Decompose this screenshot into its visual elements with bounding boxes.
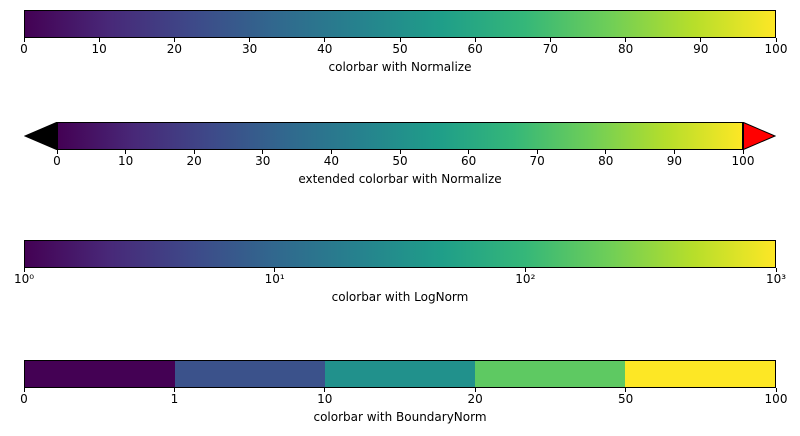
colorbar-boundarynorm-bar-row [24, 360, 776, 388]
tick-mark [468, 150, 470, 154]
tick-label: 10³ [765, 272, 787, 286]
tick-mark [23, 268, 25, 272]
tick-mark [193, 150, 195, 154]
tick-label: 10⁰ [13, 272, 35, 286]
tick-label: 60 [460, 154, 477, 168]
colorbar-normalize-title: colorbar with Normalize [328, 60, 472, 74]
tick-mark [330, 150, 332, 154]
colorbar-lognorm-axis: 10⁰ 10¹ 10² 10³ [14, 268, 786, 290]
tick-label: 10 [117, 154, 134, 168]
tick-mark [56, 150, 58, 154]
tick-mark [249, 38, 251, 42]
extend-over-arrow-icon [743, 122, 776, 150]
tick-label: 90 [693, 42, 709, 56]
colorbar-normalize-bar-row [24, 10, 776, 38]
tick-mark [399, 38, 401, 42]
tick-mark [274, 268, 276, 272]
tick-label: 10 [91, 42, 107, 56]
tick-mark [775, 268, 777, 272]
tick-label: 100 [764, 42, 788, 56]
colorbar-normalize-gradient [24, 10, 776, 38]
tick-mark [775, 388, 777, 392]
colorbar-lognorm-title: colorbar with LogNorm [331, 290, 469, 304]
colorbar-extended-normalize: 0 10 20 30 40 50 60 70 80 90 100 extended colorbar… [24, 122, 776, 192]
colorbar-lognorm-bar-row [24, 240, 776, 268]
tick-mark [474, 38, 476, 42]
colorbar-boundarynorm: 0 1 10 20 50 100 colorbar with BoundaryNorm [20, 360, 787, 430]
tick-label: 40 [323, 154, 340, 168]
colorbar-lognorm-gradient [24, 240, 776, 268]
tick-mark [98, 38, 100, 42]
tick-mark [625, 388, 627, 392]
tick-label: 20 [467, 392, 483, 406]
tick-label: 80 [598, 154, 614, 168]
tick-mark [324, 38, 326, 42]
tick-label: 30 [255, 154, 271, 168]
tick-mark [549, 38, 551, 42]
tick-mark [605, 150, 607, 154]
colorbar-normalize: 0 10 20 30 40 50 60 70 80 90 100 colorbar with Nor… [20, 10, 787, 80]
tick-label: 90 [666, 154, 683, 168]
tick-label: 10 [317, 392, 333, 406]
tick-mark [173, 388, 175, 392]
tick-label: 70 [529, 154, 545, 168]
tick-mark [173, 38, 175, 42]
colorbar-boundarynorm-segments [24, 360, 776, 388]
tick-mark [125, 150, 127, 154]
colorbar-extended-gradient [57, 122, 743, 150]
colorbar-boundarynorm-axis: 0 1 10 20 50 100 [20, 388, 787, 410]
tick-label: 60 [467, 42, 483, 56]
tick-mark [625, 38, 627, 42]
tick-mark [23, 388, 25, 392]
tick-label: 0 [20, 392, 28, 406]
tick-mark [262, 150, 264, 154]
tick-mark [742, 150, 744, 154]
tick-mark [474, 388, 476, 392]
colorbar-normalize-axis: 0 10 20 30 40 50 60 70 80 90 100 [20, 38, 787, 60]
tick-label: 10¹ [264, 272, 285, 286]
extend-under-arrow-icon [24, 122, 57, 150]
tick-label: 0 [20, 42, 28, 56]
colorbar-lognorm: 10⁰ 10¹ 10² 10³ colorbar with LogNorm [14, 240, 786, 310]
tick-label: 100 [764, 392, 788, 406]
tick-mark [775, 38, 777, 42]
tick-mark [524, 268, 526, 272]
tick-label: 20 [166, 42, 183, 56]
tick-mark [700, 38, 702, 42]
tick-label: 0 [53, 154, 61, 168]
tick-mark [324, 388, 326, 392]
tick-mark [399, 150, 401, 154]
tick-label: 80 [617, 42, 634, 56]
colorbar-extended-bar-row [24, 122, 776, 150]
tick-label: 10² [515, 272, 536, 286]
colorbar-extended-axis: 0 10 20 30 40 50 60 70 80 90 100 [53, 150, 754, 172]
tick-label: 20 [186, 154, 202, 168]
colorbar-extended-title: extended colorbar with Normalize [298, 172, 502, 186]
tick-mark [536, 150, 538, 154]
tick-label: 50 [617, 392, 634, 406]
tick-mark [23, 38, 25, 42]
tick-label: 50 [392, 154, 408, 168]
tick-label: 70 [542, 42, 559, 56]
tick-label: 100 [731, 154, 755, 168]
tick-label: 30 [241, 42, 258, 56]
tick-label: 40 [317, 42, 333, 56]
colorbar-boundarynorm-title: colorbar with BoundaryNorm [313, 410, 487, 424]
tick-label: 50 [392, 42, 408, 56]
tick-mark [673, 150, 675, 154]
tick-label: 1 [170, 392, 179, 406]
